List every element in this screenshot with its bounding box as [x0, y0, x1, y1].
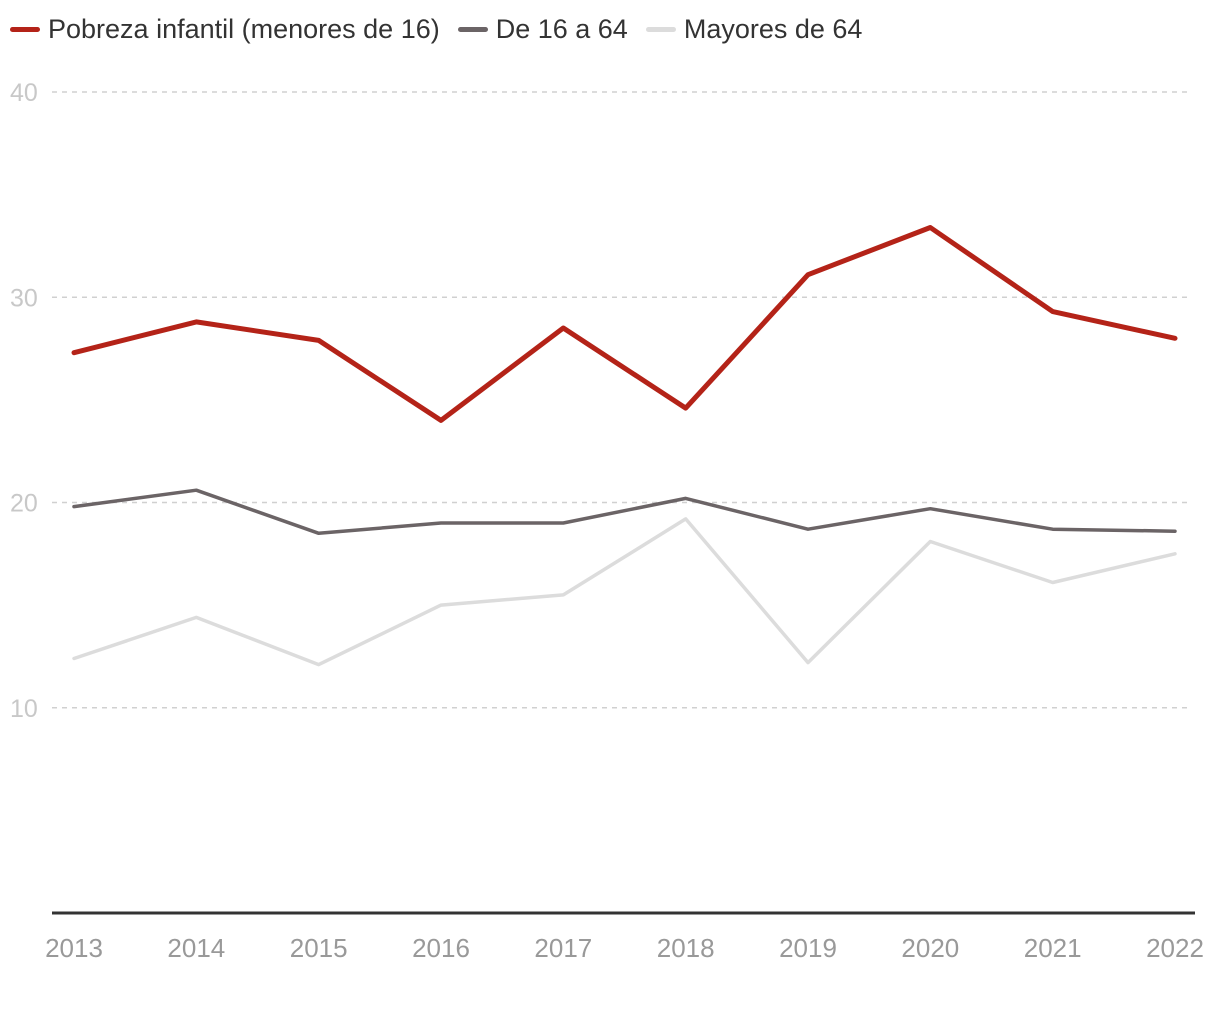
x-tick-label-2013: 2013	[45, 933, 103, 963]
legend-item-pobreza-infantil: Pobreza infantil (menores de 16)	[10, 14, 440, 45]
x-tick-label-2019: 2019	[779, 933, 837, 963]
y-tick-label-20: 20	[10, 490, 38, 518]
y-tick-label-10: 10	[10, 695, 38, 723]
series-line-mayores-64	[72, 517, 1177, 667]
x-tick-label-2014: 2014	[167, 933, 225, 963]
x-tick-label-2022: 2022	[1146, 933, 1204, 963]
legend-label-mayores-64: Mayores de 64	[683, 14, 863, 44]
series-line-pobreza-infantil	[71, 225, 1178, 423]
x-tick-label-2020: 2020	[901, 933, 959, 963]
x-tick-label-2021: 2021	[1024, 933, 1082, 963]
y-tick-label-40: 40	[10, 79, 38, 107]
legend-item-mayores-64: Mayores de 64	[645, 14, 863, 45]
x-tick-label-2016: 2016	[412, 933, 470, 963]
legend-swatch-pobreza-infantil	[10, 27, 40, 32]
legend-swatch-16-a-64	[457, 27, 488, 32]
y-tick-label-30: 30	[10, 284, 38, 312]
legend-label-pobreza-infantil: Pobreza infantil (menores de 16)	[48, 14, 440, 44]
legend-label-16-a-64: De 16 a 64	[495, 14, 628, 44]
x-tick-label-2017: 2017	[534, 933, 592, 963]
legend-item-16-a-64: De 16 a 64	[457, 14, 628, 45]
x-tick-label-2018: 2018	[657, 933, 715, 963]
legend-swatch-mayores-64	[645, 27, 676, 32]
x-tick-label-2015: 2015	[290, 933, 348, 963]
series-line-16-a-64	[72, 488, 1177, 536]
legend: Pobreza infantil (menores de 16) De 16 a…	[10, 14, 880, 45]
